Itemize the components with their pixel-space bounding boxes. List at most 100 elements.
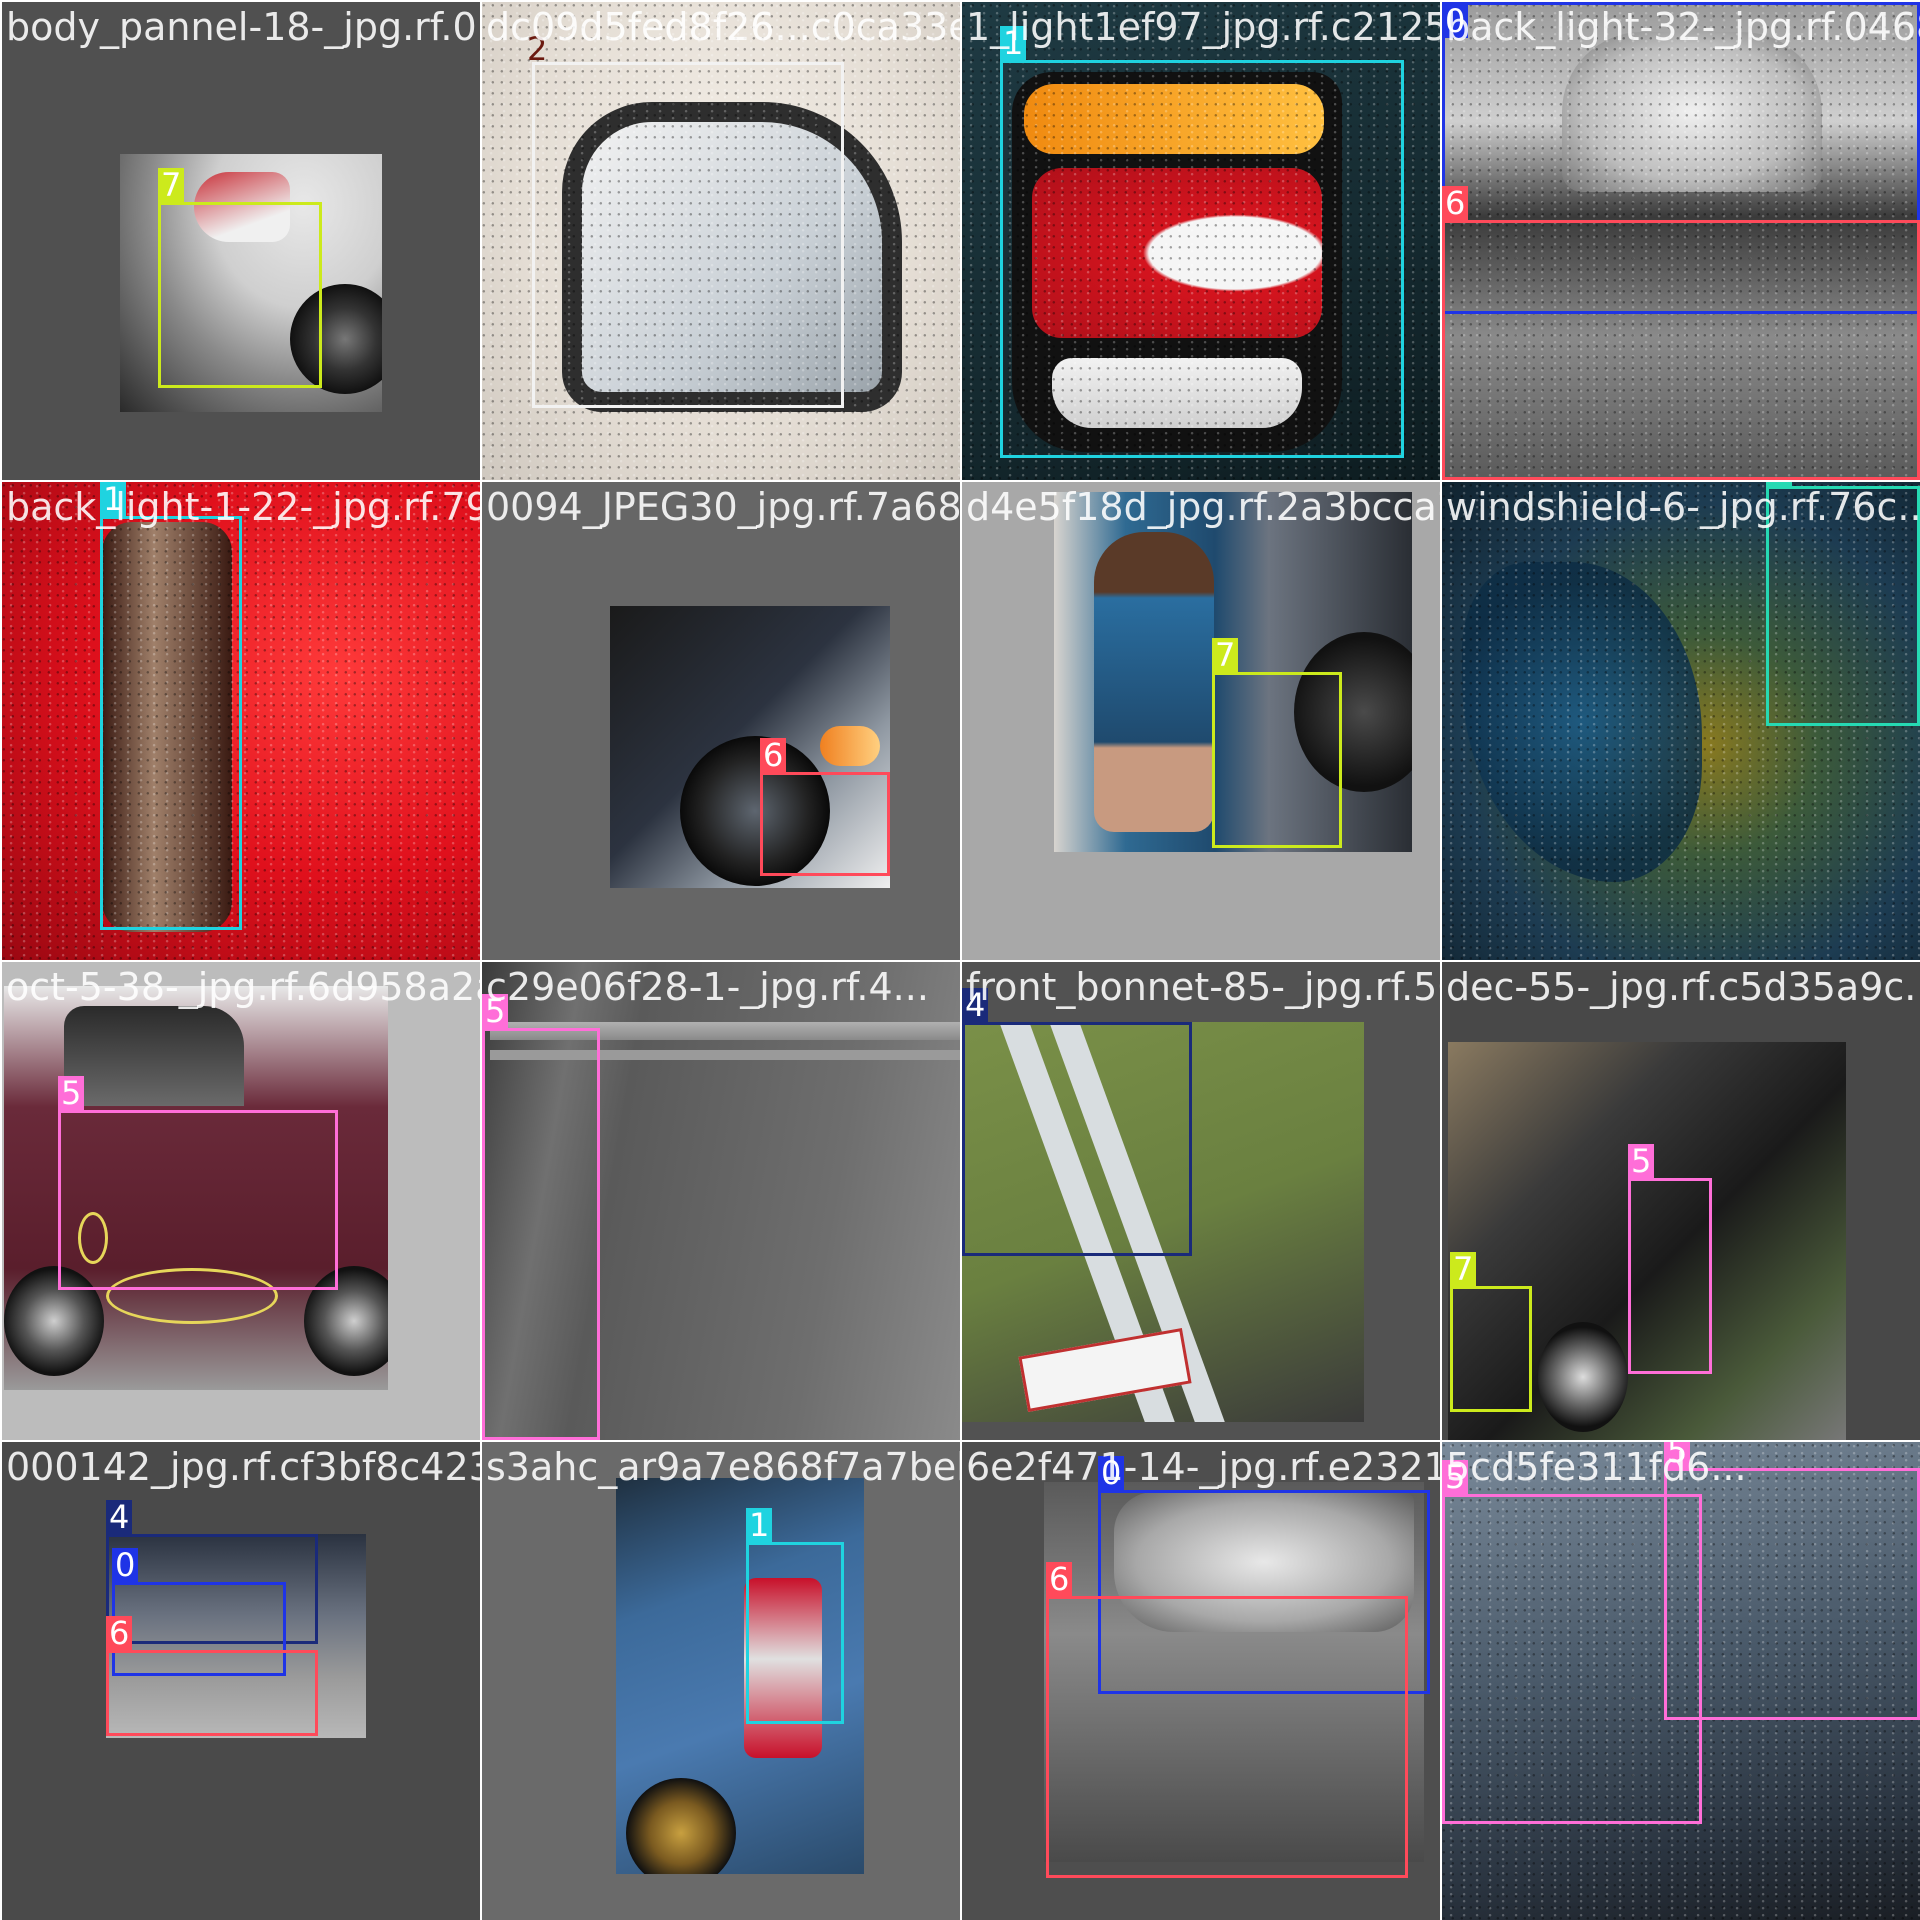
tile-woman-car: 7 d4e5f18d_jpg.rf.2a3bcca74f4e8...: [962, 482, 1440, 960]
wheel-shape: [1538, 1322, 1628, 1432]
noise-overlay: [1442, 482, 1920, 960]
tile-photo: [106, 1534, 366, 1738]
bbox-label: 6: [760, 738, 787, 772]
noise-overlay: [482, 2, 960, 480]
bbox-5: [1628, 1178, 1712, 1374]
tile-filename: 000142_jpg.rf.cf3bf8c42378f066788...: [6, 1445, 480, 1489]
tile-000142: 4 0 6 000142_jpg.rf.cf3bf8c42378f066788.…: [2, 1442, 480, 1920]
bbox-0: [1098, 1490, 1430, 1694]
tile-grey-panel: 5 c29e06f28-1-_jpg.rf.4...: [482, 962, 960, 1440]
bbox-label: 7: [1212, 638, 1239, 672]
tile-photo: [962, 1022, 1364, 1422]
wheel-shape: [626, 1778, 736, 1874]
bbox-label: 3: [1766, 482, 1793, 486]
window-shape: [64, 1006, 244, 1106]
tile-green-bonnet: 4 front_bonnet-85-_jpg.rf.507325d525...: [962, 962, 1440, 1440]
bbox-1: [746, 1542, 844, 1724]
bbox-4: [962, 1022, 1192, 1256]
wheel-shape: [680, 736, 830, 886]
bbox-label: 5: [1628, 1144, 1655, 1178]
amber-lens: [1024, 84, 1324, 154]
bbox-label: 5: [58, 1076, 85, 1110]
bbox-label: 5: [1442, 1460, 1469, 1494]
body-line: [490, 1022, 960, 1040]
tile-crashed-suv: 5 7 dec-55-_jpg.rf.c5d35a9c...: [1442, 962, 1920, 1440]
bbox-5: [1664, 1468, 1920, 1720]
bbox-label: 4: [962, 988, 989, 1022]
bbox-7: [1450, 1286, 1532, 1412]
tile-mirror: 2 dc09d5fed8f26...c0ca33e530a3: [482, 2, 960, 480]
tile-body-pannel: 7 body_pannel-18-_jpg.rf.0153a6f9bf...: [2, 2, 480, 480]
bbox-4: [106, 1534, 318, 1644]
lamp-shape: [1562, 32, 1822, 192]
bbox-7: [1212, 672, 1342, 848]
bbox-5: [58, 1110, 338, 1290]
tile-back-light: 0 6 back_light-32-_jpg.rf.0468...: [1442, 2, 1920, 480]
bbox-1: [100, 516, 242, 930]
bbox-7: [158, 202, 322, 388]
body-line: [490, 1050, 960, 1060]
tile-headlight: 0 6 6e2f471-14-_jpg.rf.e2321...: [962, 1442, 1440, 1920]
tile-back-light-red: 1 back_light-1-22-_jpg.rf.794e6096...: [2, 482, 480, 960]
noise-overlay: [962, 2, 1440, 480]
bbox-2: [532, 62, 844, 408]
tile-filename: body_pannel-18-_jpg.rf.0153a6f9bf...: [6, 5, 480, 49]
indicator-shape: [820, 726, 880, 766]
wheel-shape: [4, 1266, 104, 1376]
tile-filename: 0094_JPEG30_jpg.rf.7a68b28d...: [486, 485, 960, 529]
bbox-label: 6: [106, 1616, 133, 1650]
tile-tail-light: 1 1_light1ef97_jpg.rf.c212560a9f...: [962, 2, 1440, 480]
tile-jpeg-30: 6 0094_JPEG30_jpg.rf.7a68b28d...: [482, 482, 960, 960]
lamp-shape: [102, 522, 232, 932]
tile-photo: [1044, 1482, 1424, 1862]
annotation-ellipse: [78, 1212, 108, 1264]
annotation-ellipse: [106, 1268, 278, 1324]
bbox-label: 0: [1098, 1456, 1125, 1490]
wheel-shape: [1294, 632, 1412, 792]
bbox-6: [106, 1650, 318, 1736]
tile-photo: [4, 986, 388, 1390]
bbox-label: 7: [1450, 1252, 1477, 1286]
tail-light-shape: [194, 172, 290, 242]
bbox-label: 5: [482, 994, 509, 1028]
bbox-label: 2: [527, 30, 548, 68]
bbox-6: [760, 772, 890, 876]
tile-photo: [610, 606, 890, 888]
bbox-5: [1442, 1494, 1702, 1824]
tile-filename: dec-55-_jpg.rf.c5d35a9c...: [1446, 965, 1920, 1009]
red-lens: [1032, 168, 1322, 338]
wheel-shape: [290, 284, 382, 394]
tile-photo: [1448, 1042, 1846, 1440]
bbox-label: 6: [1046, 1562, 1073, 1596]
person-shape: [1094, 532, 1214, 832]
bbox-label: 4: [106, 1500, 133, 1534]
tile-scraped-door: 5 5 5cd5fe311fd6...: [1442, 1442, 1920, 1920]
noise-overlay: [1442, 1442, 1920, 1920]
lamp-shape: [1012, 72, 1342, 452]
tile-blue-pickup: 1 s3ahc_ar9a7e868f7a7beb...: [482, 1442, 960, 1920]
bbox-label: 6: [1442, 186, 1469, 220]
bbox-label: 0: [1442, 4, 1469, 38]
bbox-5: [482, 1028, 600, 1440]
bbox-label: 7: [158, 168, 185, 202]
bbox-label: 1: [100, 482, 127, 516]
headlight-shape: [1114, 1492, 1414, 1632]
noise-overlay: [1442, 2, 1920, 480]
tile-filename: c29e06f28-1-_jpg.rf.4...: [486, 965, 929, 1009]
bbox-label: 1: [1000, 26, 1027, 60]
bbox-3: [1766, 486, 1920, 726]
bbox-label: 1: [746, 1508, 773, 1542]
tile-windshield: 3 windshield-6-_jpg.rf.76c...: [1442, 482, 1920, 960]
tile-maroon-door: 5 oct-5-38-_jpg.rf.6d958a2a20...: [2, 962, 480, 1440]
clear-lens: [1052, 358, 1302, 428]
bbox-6: [1442, 220, 1920, 480]
bbox-label: 5: [1664, 1442, 1691, 1468]
wheel-shape: [304, 1266, 388, 1376]
bbox-0: [1442, 2, 1920, 314]
tile-filename: front_bonnet-85-_jpg.rf.507325d525...: [966, 965, 1440, 1009]
bbox-1: [1000, 60, 1404, 458]
bbox-label: 0: [112, 1548, 139, 1582]
bbox-6: [1046, 1596, 1408, 1878]
tail-light-shape: [744, 1578, 822, 1758]
